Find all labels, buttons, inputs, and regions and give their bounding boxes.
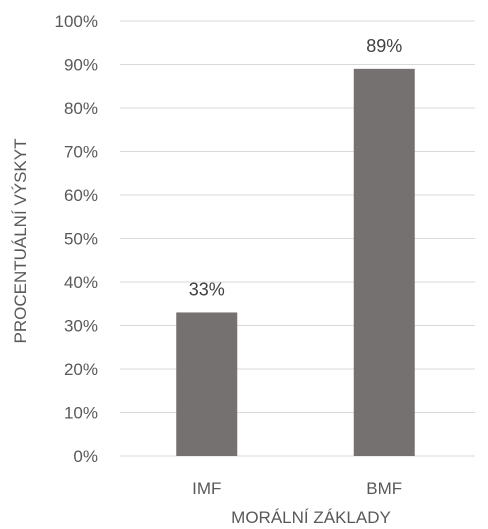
bars [176,68,415,456]
data-label-bmf: 89% [366,36,402,56]
y-tick-label-70: 70% [64,143,98,162]
y-tick-label-40: 40% [64,273,98,292]
y-tick-label-90: 90% [64,56,98,75]
data-labels: 33% 89% [189,36,403,300]
y-axis-title: PROCENTUÁLNÍ VÝSKYT [11,139,30,344]
y-tick-label-10: 10% [64,404,98,423]
y-tick-label-60: 60% [64,186,98,205]
y-tick-label-0: 0% [73,447,98,466]
category-label-bmf: BMF [366,479,402,498]
y-tick-label-80: 80% [64,99,98,118]
y-tick-label-100: 100% [55,12,98,31]
bar-bmf [353,68,415,456]
x-axis-category-labels: IMF BMF [192,479,402,498]
gridlines [120,20,475,457]
x-axis-title: MORÁLNÍ ZÁKLADY [231,508,391,527]
data-label-imf: 33% [189,279,225,299]
bar-imf [176,312,238,456]
category-label-imf: IMF [192,479,221,498]
y-axis-tick-labels: 0% 10% 20% 30% 40% 50% 60% 70% 80% 90% 100% [55,12,98,466]
y-tick-label-20: 20% [64,360,98,379]
y-tick-label-50: 50% [64,230,98,249]
y-tick-label-30: 30% [64,317,98,336]
